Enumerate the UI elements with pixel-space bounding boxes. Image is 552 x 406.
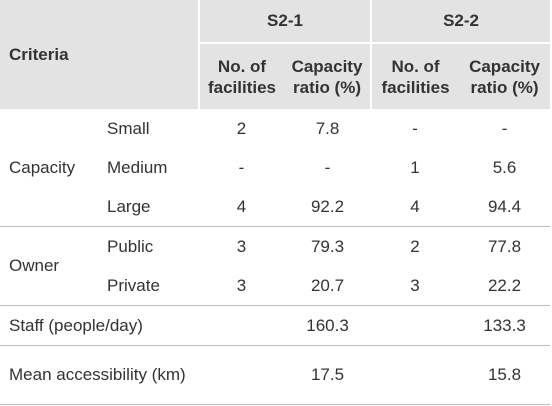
cell-value: 4 (236, 196, 247, 216)
row-label: Private (107, 275, 160, 295)
table-row-mean-accessibility: Mean accessibility (km) 17.5 15.8 (0, 345, 551, 405)
cell-value: 5.6 (492, 157, 517, 177)
table-row: Capacity Small 2 7.8 - - (0, 109, 550, 177)
row-label: Public (98, 226, 199, 266)
cell-value: 79.3 (284, 226, 372, 266)
cell-value: - (412, 118, 418, 138)
s2-1-ratio-header: Capacity ratio (%) (284, 42, 372, 109)
row-label: Small (107, 118, 150, 138)
cell-value: - (324, 157, 331, 177)
cell-value: 22.2 (487, 275, 522, 295)
scenario-s2-2-header: S2-2 (370, 0, 551, 43)
cell-value: 3 (410, 275, 420, 295)
cell-value: 3 (199, 226, 284, 266)
cell-value: 133.3 (459, 305, 551, 346)
group-label-capacity: Capacity (9, 157, 76, 177)
s2-2-ratio-header: Capacity ratio (%) (459, 42, 551, 109)
table-row: Large 4 92.2 4 94.4 (0, 187, 550, 227)
cell-value: 2 (371, 226, 460, 266)
row-label: Large (107, 196, 151, 216)
cell-value: 4 (410, 196, 420, 216)
cell-value: 7.8 (315, 118, 340, 138)
cell-value: 92.2 (310, 196, 345, 216)
scenario-s2-1-header: S2-1 (197, 0, 372, 43)
s2-1-facilities-header: No. of facilities (198, 42, 284, 109)
cell-value: 94.4 (487, 196, 522, 216)
mean-accessibility-label: Mean accessibility (km) (0, 345, 284, 405)
group-label-owner: Owner (0, 226, 98, 306)
cell-value: 77.8 (459, 226, 551, 266)
cell-value: - (501, 118, 508, 138)
cell-value: 2 (236, 118, 247, 138)
cell-value: 3 (236, 275, 247, 295)
table-row-staff: Staff (people/day) 160.3 133.3 (0, 305, 551, 346)
cell-value: 1 (410, 157, 420, 177)
criteria-header: Criteria (0, 0, 199, 109)
s2-2-facilities-header: No. of facilities (370, 42, 460, 109)
staff-label: Staff (people/day) (0, 305, 284, 346)
cell-value: 20.7 (310, 275, 345, 295)
table-row: Medium - - 1 5.6 (0, 148, 550, 187)
cell-value: 160.3 (284, 305, 372, 346)
cell-value: 17.5 (284, 345, 372, 405)
cell-value: 15.8 (459, 345, 551, 405)
table-row: Private 3 20.7 3 22.2 (0, 266, 550, 306)
table-row: Owner Public 3 79.3 2 77.8 (0, 226, 551, 306)
row-label: Medium (107, 157, 168, 177)
cell-value: - (238, 157, 245, 177)
